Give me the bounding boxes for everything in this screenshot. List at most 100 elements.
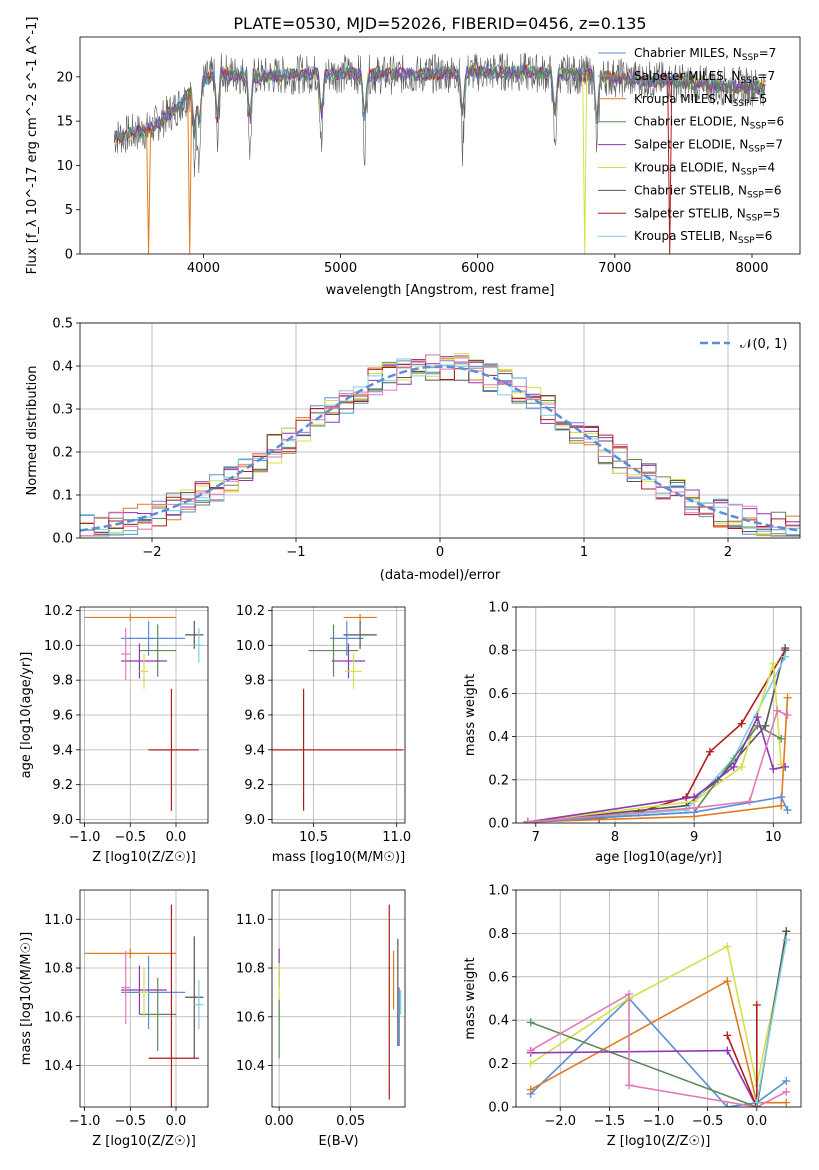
- legend-value: =7: [765, 138, 783, 152]
- weight-series-line: [527, 649, 786, 823]
- y-tick-label: 0.2: [488, 1057, 509, 1072]
- panel-spectrum: 4000 5000 6000 7000 8000 0 5 10 15 20 wavelength […: [25, 17, 801, 298]
- y-tick-label: 0.2: [488, 773, 509, 788]
- x-tick-label: 0.0: [746, 1114, 767, 1129]
- legend-value: =5: [763, 206, 781, 220]
- y-tick-label: 11.0: [236, 913, 265, 928]
- y-axis-label: mass weight: [463, 674, 478, 756]
- y-axis-label: age [log10(age/yr)]: [19, 652, 34, 779]
- x-axis-label: Z [log10(Z/Z☉)]: [92, 850, 196, 865]
- x-axis-label: E(B-V): [318, 1134, 358, 1149]
- y-tick-label: 10.4: [236, 1059, 265, 1074]
- weight-point-marker: [526, 1018, 535, 1027]
- weight-point-marker: [783, 806, 792, 815]
- y-tick-label: 10.8: [236, 962, 265, 977]
- legend-text: Kroupa MILES, N: [634, 92, 733, 106]
- x-tick-label: 0.05: [336, 1114, 365, 1129]
- weight-point-marker: [783, 711, 792, 719]
- x-tick-label: −0.5: [692, 1114, 724, 1129]
- x-tick-label: 5000: [324, 261, 357, 276]
- y-tick-label: 10.8: [44, 962, 73, 977]
- panel-mass-Z: −1.0 −0.5 0.0 10.4 10.6 10.8 11.0 Z [log10(Z/Z☉…: [19, 889, 209, 1149]
- normal-curve: [80, 365, 800, 532]
- legend-value: =7: [757, 69, 775, 83]
- legend-text: Salpeter ELODIE, N: [634, 138, 748, 152]
- plot-area-weight-age: [523, 644, 792, 823]
- weight-point-marker: [723, 1031, 732, 1040]
- y-axis-label: Normed distribution: [25, 366, 40, 496]
- y-axis-label: Flux [f_λ 10^-17 erg cm^-2 s^-1 A^-1]: [25, 17, 40, 275]
- panel-age-Z: −1.0 −0.5 0.0 9.0 9.2 9.4 9.6 9.8 10.0 10.2 Z [log…: [19, 604, 209, 865]
- y-tick-label: 9.2: [244, 778, 265, 793]
- y-tick-label: 0: [65, 248, 73, 263]
- y-tick-label: 15: [56, 115, 73, 130]
- figure-title: PLATE=0530, MJD=52026, FIBERID=0456, z=0…: [233, 14, 646, 33]
- legend-entry: Salpeter ELODIE, NSSP=7: [634, 138, 783, 155]
- weight-point-marker: [782, 1098, 791, 1107]
- y-tick-label: 9.6: [244, 709, 265, 724]
- legend-text: Chabrier STELIB, N: [634, 183, 747, 197]
- spectrum-dip-line: [582, 74, 588, 254]
- histogram-legend: 𝒩(0, 1): [700, 337, 787, 352]
- weight-point-marker: [769, 765, 778, 773]
- panel-weight-age: 7 8 9 10 0.0 0.2 0.4 0.6 0.8 1.0 age [log10(age/yr…: [463, 601, 802, 865]
- x-axis-label: (data-model)/error: [380, 568, 501, 583]
- y-axis-label: mass weight: [463, 957, 478, 1039]
- x-tick-label: −2: [142, 545, 161, 560]
- x-tick-label: 11.0: [382, 830, 411, 845]
- y-tick-label: 0.4: [488, 730, 509, 745]
- y-tick-label: 0.6: [488, 687, 509, 702]
- weight-point-marker: [777, 734, 786, 743]
- x-tick-label: −1.0: [69, 830, 101, 845]
- weight-series-line: [527, 697, 789, 823]
- histogram-series: [80, 354, 800, 537]
- x-tick-label: 4000: [187, 261, 220, 276]
- y-tick-label: 0.5: [52, 317, 73, 332]
- y-tick-label: 10.0: [236, 639, 265, 654]
- weight-series-line: [726, 1005, 758, 1107]
- x-tick-label: 2: [724, 545, 732, 560]
- weight-point-marker: [705, 747, 714, 756]
- spectrum-dip-line: [146, 129, 152, 254]
- legend-text: Salpeter MILES, N: [634, 69, 741, 83]
- legend-entry: Chabrier ELODIE, NSSP=6: [634, 115, 784, 132]
- weight-point-marker: [737, 762, 746, 771]
- x-tick-label: 7: [532, 830, 540, 845]
- legend-entry: Kroupa MILES, NSSP=5: [634, 92, 767, 109]
- legend-sub: SSP: [741, 76, 758, 86]
- panel-age-mass: 10.5 11.0 9.0 9.2 9.4 9.6 9.8 10.0 10.2 mass [log…: [236, 604, 411, 865]
- weight-point-marker: [783, 693, 792, 702]
- y-tick-label: 0.0: [488, 1101, 509, 1116]
- panel-weight-Z: −2.0 −1.5 −1.0 −0.5 0.0 0.0 0.2 0.4 0.6 0.8 1.0 Z […: [463, 884, 802, 1149]
- x-tick-label: 0.0: [166, 1114, 187, 1129]
- x-tick-label: 0.00: [265, 1114, 294, 1129]
- y-axis-label: mass [log10(M/M☉)]: [19, 932, 34, 1065]
- legend-value: =6: [766, 115, 784, 129]
- x-tick-label: 8000: [735, 261, 768, 276]
- weight-point-marker: [782, 1087, 791, 1096]
- legend-entry: Kroupa ELODIE, NSSP=4: [634, 161, 775, 178]
- y-tick-label: 9.8: [52, 674, 73, 689]
- y-tick-label: 0.0: [488, 817, 509, 832]
- legend-sub: SSP: [733, 99, 750, 109]
- y-tick-label: 9.2: [52, 778, 73, 793]
- weight-series-line: [530, 1049, 758, 1107]
- legend-entry: Salpeter MILES, NSSP=7: [634, 69, 775, 86]
- weight-series-line: [530, 997, 787, 1107]
- legend-text: Kroupa ELODIE, N: [634, 161, 741, 175]
- y-tick-label: 0.0: [52, 532, 73, 547]
- legend-value: =7: [759, 46, 777, 60]
- x-tick-label: 0.0: [166, 830, 187, 845]
- x-tick-label: 10: [765, 830, 782, 845]
- x-tick-label: −1.5: [594, 1114, 626, 1129]
- weight-point-marker: [777, 801, 786, 810]
- weight-point-marker: [526, 1059, 535, 1068]
- legend-sub: SSP: [747, 190, 764, 200]
- y-tick-label: 0.8: [488, 644, 509, 659]
- spectrum-dip-line: [187, 93, 193, 254]
- y-tick-label: 1.0: [488, 884, 509, 899]
- weight-point-marker: [523, 817, 532, 823]
- legend-entry: Kroupa STELIB, NSSP=6: [634, 229, 772, 246]
- y-tick-label: 9.6: [52, 709, 73, 724]
